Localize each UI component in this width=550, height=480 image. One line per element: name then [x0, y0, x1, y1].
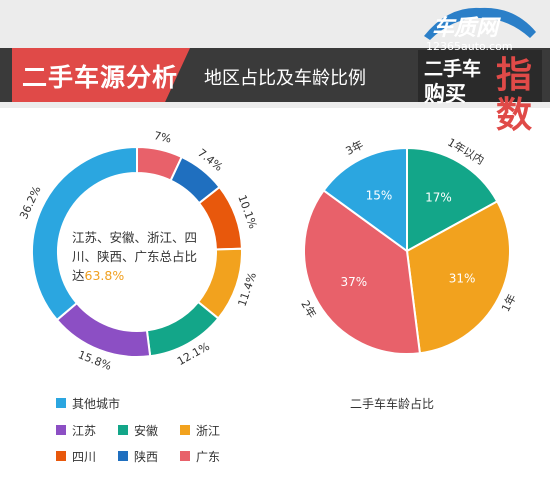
pie-value-label-0: 17%: [425, 190, 452, 204]
logo-line1: 二手车: [424, 58, 482, 80]
pie-slice-2: [303, 189, 422, 355]
logo-car-icon: [418, 7, 542, 102]
donut-slice-5: [55, 301, 152, 358]
header-banner: 二手车源分析 地区占比及车龄比例 车质网 12365auto.com 二手车 购…: [0, 0, 550, 136]
pie-slice-3: [322, 146, 408, 253]
donut-label-0: 7%: [153, 129, 173, 145]
logo-url: 12365auto.com: [426, 40, 513, 53]
pie-value-label-2: 37%: [340, 275, 367, 289]
legend-label-zhejiang: 浙江: [196, 424, 221, 438]
legend-swatch-sichuan: [56, 451, 66, 461]
legend-swatch-zhejiang: [180, 425, 190, 435]
legend-swatch-guangdong: [180, 451, 190, 461]
donut-center-text: 江苏、安徽、浙江、四川、陕西、广东总占比达: [72, 230, 198, 283]
donut-center-value: 63.8%: [84, 268, 125, 283]
title-badge: [12, 48, 190, 102]
charts-canvas: 7%7.4%10.1%11.4%12.1%15.8%36.2% 17%1年以内3…: [17, 129, 519, 373]
legend-label-guangdong: 广东: [196, 450, 221, 464]
legend-swatch-jiangsu: [56, 425, 66, 435]
pie-value-label-3: 15%: [366, 188, 393, 202]
legend-label-jiangsu: 江苏: [72, 424, 97, 438]
pie-slice-0: [406, 146, 499, 253]
legend-label-shaanxi: 陕西: [134, 450, 159, 464]
page-subtitle: 地区占比及车龄比例: [204, 68, 366, 89]
pie-value-label-1: 31%: [449, 272, 476, 286]
pie-slice-1: [405, 200, 511, 355]
brand-logo: 车质网 12365auto.com 二手车 购买 指数: [418, 6, 542, 136]
logo-line2: 购买: [424, 82, 466, 106]
legend-swatch-other: [56, 398, 66, 408]
donut-center-note: 江苏、安徽、浙江、四川、陕西、广东总占比达63.8%: [72, 228, 202, 285]
legend-label-anhui: 安徽: [134, 424, 159, 438]
pie-category-label-1: 1年: [498, 292, 519, 314]
pie-chart-title: 二手车车龄占比: [350, 397, 435, 411]
donut-slice-6: [31, 145, 138, 322]
pie-category-label-3: 3年: [343, 137, 365, 158]
legend-label-other: 其他城市: [72, 397, 121, 411]
legend-label-sichuan: 四川: [72, 450, 97, 464]
region-donut-chart: 7%7.4%10.1%11.4%12.1%15.8%36.2%: [17, 129, 259, 373]
legend-swatch-shaanxi: [118, 451, 128, 461]
logo-big: 指数: [496, 55, 533, 136]
legend-swatch-anhui: [118, 425, 128, 435]
logo-brand: 车质网: [432, 16, 499, 41]
page-title: 二手车源分析: [22, 63, 179, 92]
